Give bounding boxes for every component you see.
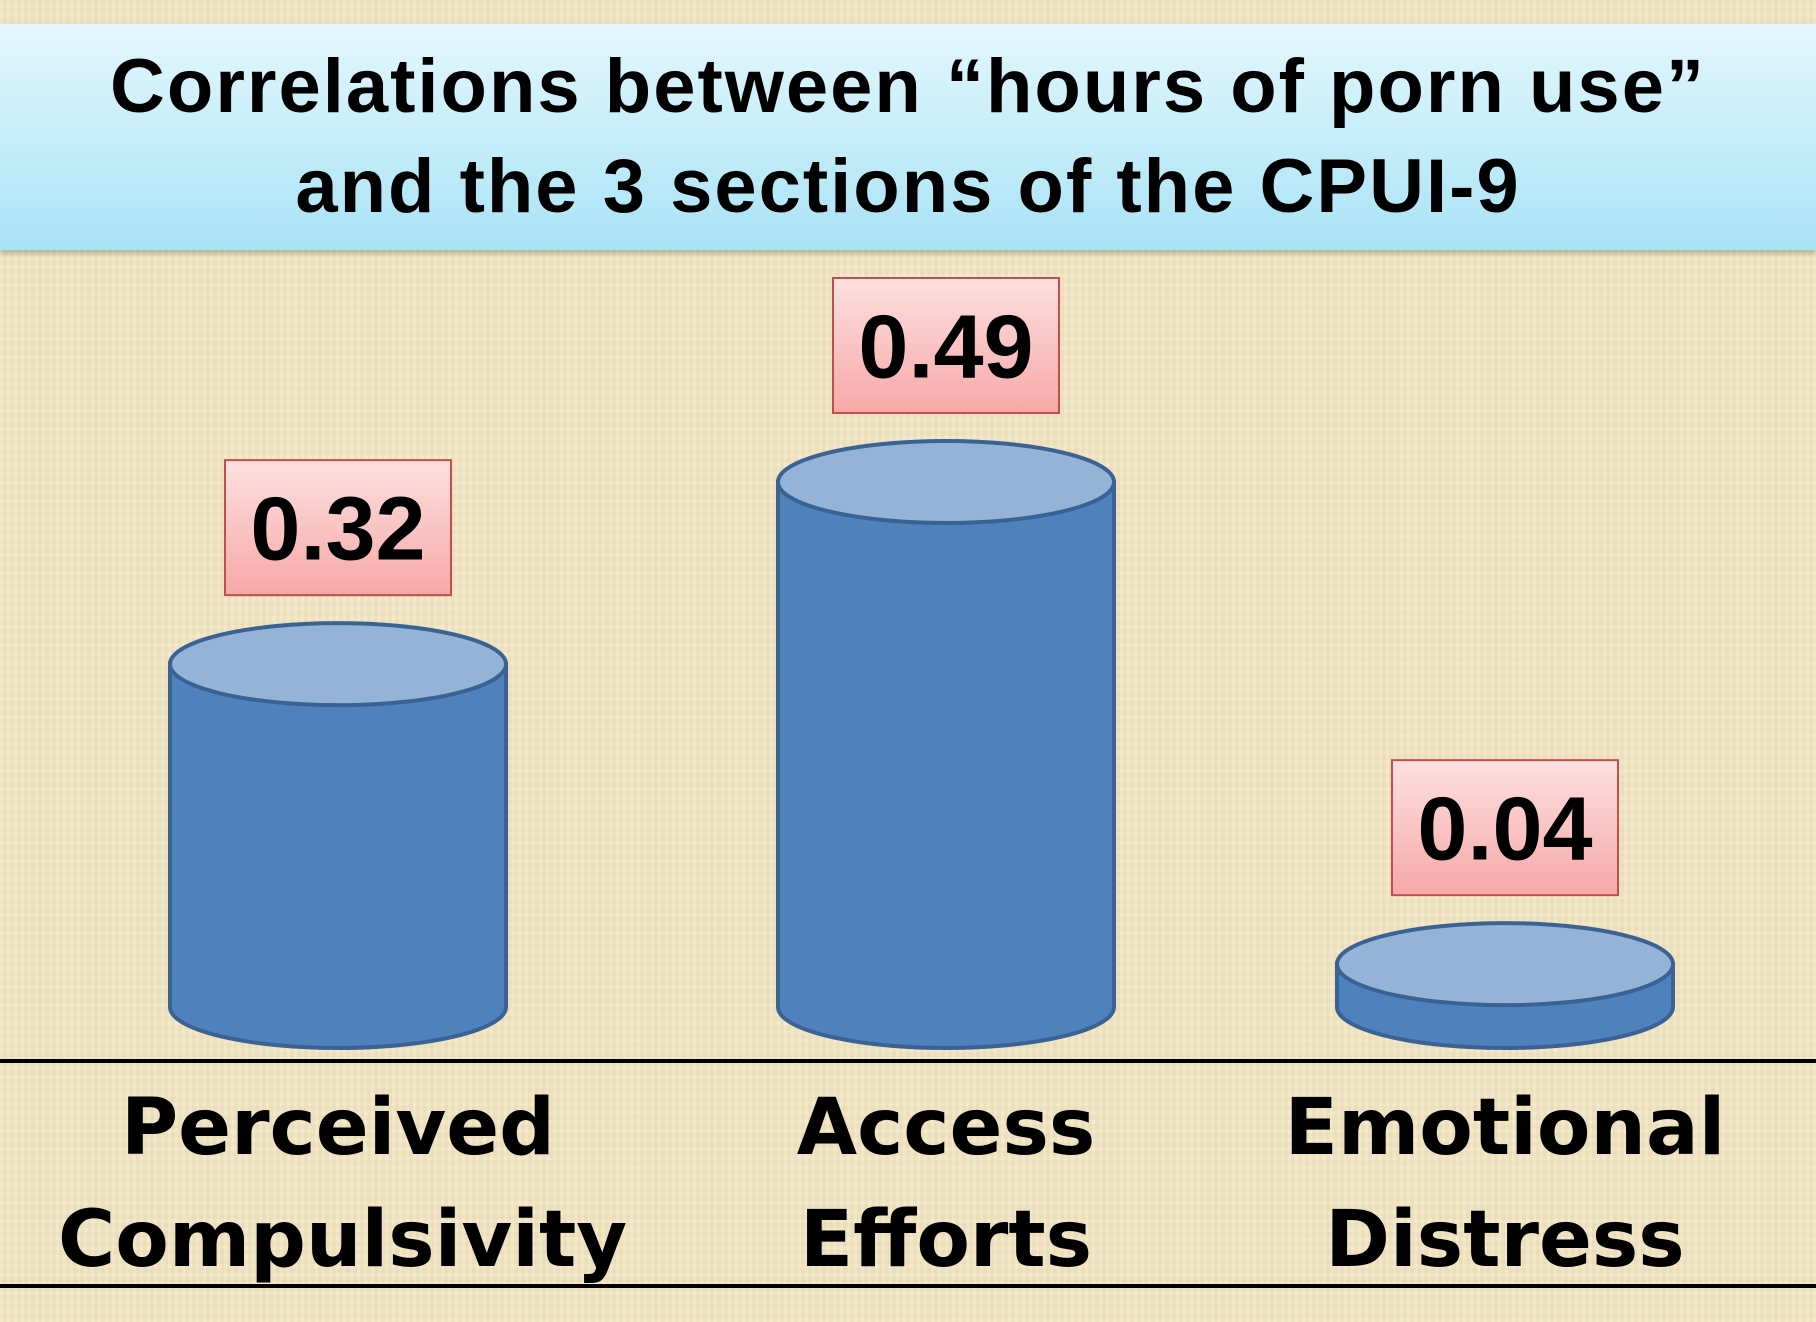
bar-body: [168, 662, 508, 1050]
category-label: Emotional Distress: [1284, 1083, 1726, 1285]
value-label: 0.49: [858, 298, 1033, 398]
bar-body: [776, 480, 1116, 1050]
value-label: 0.04: [1417, 780, 1592, 880]
bar-top: [1335, 921, 1675, 1008]
category-label: Perceived Compulsivity: [58, 1083, 628, 1285]
bar-top: [168, 621, 508, 708]
title-band: Correlations between “hours of porn use”…: [0, 24, 1816, 250]
value-label-box: [224, 459, 452, 597]
chart-title: Correlations between “hours of porn use”…: [110, 44, 1706, 229]
value-label: 0.32: [250, 480, 425, 580]
value-label-box: [1391, 759, 1619, 897]
bar-top: [776, 439, 1116, 525]
category-label: Access Efforts: [796, 1083, 1096, 1285]
value-label-box: [832, 277, 1060, 414]
